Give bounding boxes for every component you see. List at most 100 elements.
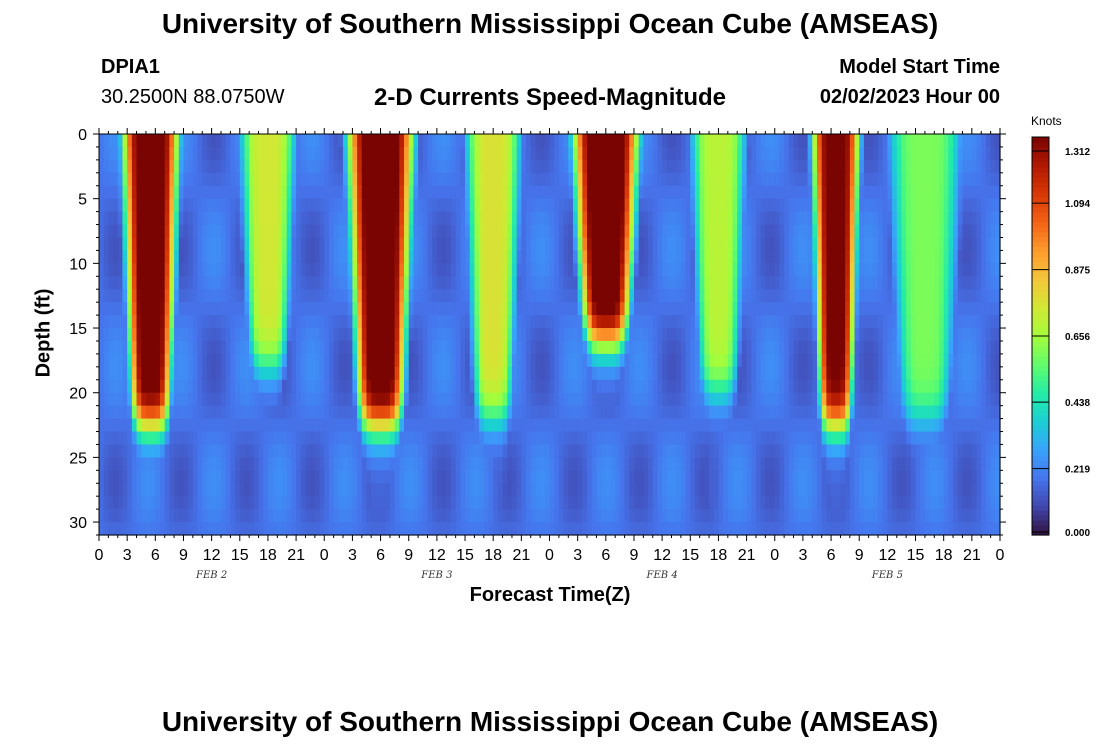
- heatmap-cell: [108, 328, 114, 342]
- heatmap-cell: [160, 340, 166, 355]
- heatmap-cell: [131, 211, 138, 226]
- heatmap-cell: [953, 444, 959, 458]
- heatmap-cell: [957, 172, 964, 187]
- heatmap-cell: [924, 340, 931, 355]
- heatmap-cell: [338, 392, 344, 407]
- heatmap-cell: [324, 237, 330, 252]
- heatmap-cell: [141, 224, 147, 239]
- heatmap-cell: [915, 379, 921, 394]
- heatmap-cell: [521, 315, 527, 329]
- heatmap-cell: [408, 289, 415, 303]
- heatmap-cell: [160, 392, 166, 407]
- heatmap-cell: [127, 211, 133, 226]
- heatmap-cell: [849, 276, 856, 290]
- heatmap-cell: [408, 366, 415, 381]
- heatmap-cell: [709, 444, 715, 458]
- heatmap-cell: [136, 198, 142, 213]
- heatmap-cell: [967, 366, 973, 381]
- heatmap-cell: [436, 340, 443, 355]
- heatmap-cell: [915, 224, 921, 239]
- heatmap-cell: [633, 431, 640, 446]
- heatmap-cell: [657, 457, 663, 471]
- heatmap-cell: [314, 431, 321, 446]
- heatmap-cell: [310, 146, 316, 161]
- heatmap-cell: [230, 250, 236, 264]
- heatmap-cell: [202, 444, 208, 458]
- heatmap-cell: [282, 379, 288, 394]
- heatmap-cell: [723, 250, 729, 264]
- heatmap-cell: [328, 211, 335, 226]
- heatmap-cell: [784, 276, 790, 290]
- heatmap-cell: [868, 211, 874, 226]
- heatmap-cell: [432, 198, 438, 213]
- heatmap-cell: [408, 159, 415, 174]
- heatmap-cell: [418, 211, 424, 226]
- heatmap-cell: [127, 146, 133, 161]
- heatmap-cell: [347, 457, 353, 471]
- heatmap-cell: [375, 302, 382, 316]
- heatmap-cell: [709, 379, 715, 394]
- heatmap-cell: [934, 366, 940, 381]
- heatmap-cell: [178, 289, 185, 303]
- heatmap-cell: [540, 289, 546, 303]
- heatmap-cell: [404, 418, 410, 433]
- heatmap-cell: [394, 224, 400, 239]
- heatmap-cell: [709, 172, 715, 187]
- heatmap-cell: [192, 302, 199, 316]
- heatmap-cell: [943, 379, 949, 394]
- heatmap-cell: [601, 405, 607, 420]
- heatmap-cell: [741, 457, 748, 471]
- heatmap-cell: [347, 224, 353, 239]
- heatmap-cell: [206, 289, 213, 303]
- heatmap-cell: [854, 444, 860, 458]
- heatmap-cell: [502, 405, 508, 420]
- heatmap-cell: [361, 159, 368, 174]
- heatmap-cell: [408, 353, 415, 368]
- heatmap-cell: [197, 392, 203, 407]
- heatmap-cell: [624, 392, 630, 407]
- heatmap-cell: [530, 276, 537, 290]
- heatmap-cell: [145, 302, 152, 316]
- heatmap-cell: [751, 431, 757, 446]
- heatmap-cell: [282, 392, 288, 407]
- heatmap-cell: [709, 185, 715, 200]
- heatmap-cell: [760, 444, 766, 458]
- heatmap-cell: [352, 431, 358, 446]
- heatmap-cell: [619, 315, 626, 329]
- heatmap-cell: [582, 366, 588, 381]
- heatmap-cell: [755, 211, 762, 226]
- heatmap-cell: [709, 315, 715, 329]
- heatmap-cell: [394, 431, 400, 446]
- heatmap-cell: [629, 159, 635, 174]
- heatmap-cell: [572, 392, 579, 407]
- heatmap-cell: [441, 418, 447, 433]
- heatmap-cell: [995, 431, 1001, 446]
- heatmap-cell: [446, 224, 452, 239]
- heatmap-cell: [615, 444, 621, 458]
- heatmap-cell: [385, 276, 391, 290]
- heatmap-cell: [418, 263, 424, 277]
- heatmap-cell: [957, 302, 964, 316]
- heatmap-cell: [483, 340, 490, 355]
- heatmap-cell: [549, 276, 555, 290]
- heatmap-cell: [380, 302, 386, 316]
- heatmap-cell: [873, 328, 879, 342]
- heatmap-cell: [694, 431, 701, 446]
- heatmap-cell: [300, 315, 307, 329]
- heatmap-cell: [906, 340, 912, 355]
- heatmap-cell: [394, 328, 400, 342]
- heatmap-cell: [465, 366, 471, 381]
- heatmap-cell: [915, 198, 921, 213]
- heatmap-cell: [535, 237, 541, 252]
- heatmap-cell: [300, 224, 307, 239]
- heatmap-cell: [901, 134, 907, 148]
- heatmap-cell: [680, 198, 687, 213]
- heatmap-cell: [408, 340, 415, 355]
- heatmap-cell: [375, 276, 382, 290]
- heatmap-cell: [225, 289, 231, 303]
- heatmap-cell: [235, 405, 241, 420]
- heatmap-cell: [929, 444, 935, 458]
- heatmap-cell: [779, 134, 785, 148]
- heatmap-cell: [164, 405, 170, 420]
- heatmap-cell: [408, 418, 415, 433]
